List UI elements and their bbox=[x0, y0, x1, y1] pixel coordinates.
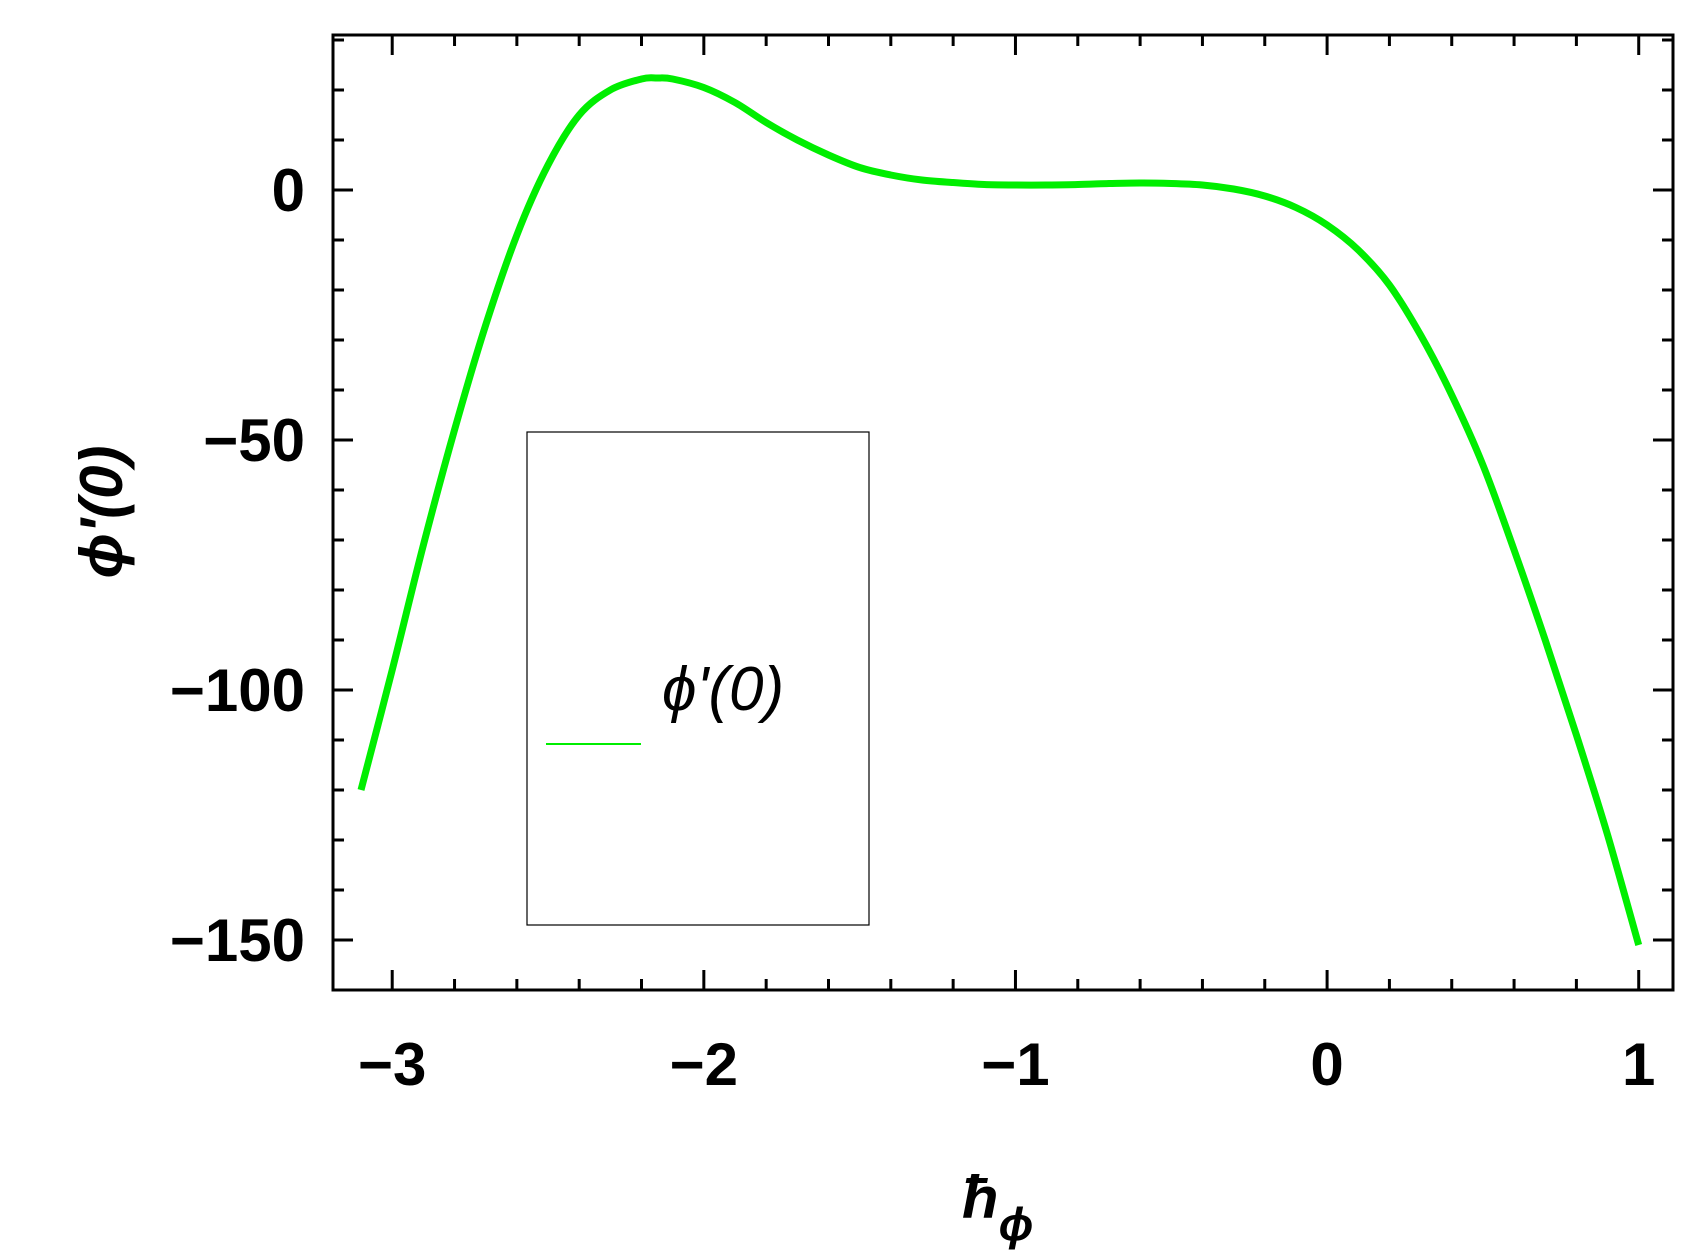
y-tick-label: 0 bbox=[272, 157, 305, 224]
series-line bbox=[357, 74, 1643, 946]
tick-labels: −3 −2 −1 0 1 0 −50 −100 −150 bbox=[170, 157, 1656, 1098]
x-tick-label: 0 bbox=[1310, 1031, 1343, 1098]
series-layer bbox=[357, 74, 1643, 946]
legend-box bbox=[526, 431, 870, 926]
y-axis-title: ϕ'(0) bbox=[68, 445, 135, 578]
y-tick-label: −100 bbox=[170, 657, 305, 724]
x-axis-title-subscript: ϕ bbox=[999, 1198, 1034, 1250]
legend: ϕ'(0) bbox=[526, 431, 870, 926]
y-tick-label: −50 bbox=[203, 407, 305, 474]
x-tick-label: 1 bbox=[1622, 1031, 1655, 1098]
y-tick-label: −150 bbox=[170, 907, 305, 974]
x-tick-label: −3 bbox=[358, 1031, 426, 1098]
legend-label: ϕ'(0) bbox=[662, 655, 784, 724]
x-tick-label: −2 bbox=[670, 1031, 738, 1098]
x-axis-title: ħϕ bbox=[962, 1164, 1034, 1250]
axis-ticks bbox=[333, 35, 1673, 992]
x-axis-title-main: ħ bbox=[962, 1164, 999, 1231]
plot-frame bbox=[331, 33, 1675, 992]
x-tick-label: −1 bbox=[981, 1031, 1049, 1098]
